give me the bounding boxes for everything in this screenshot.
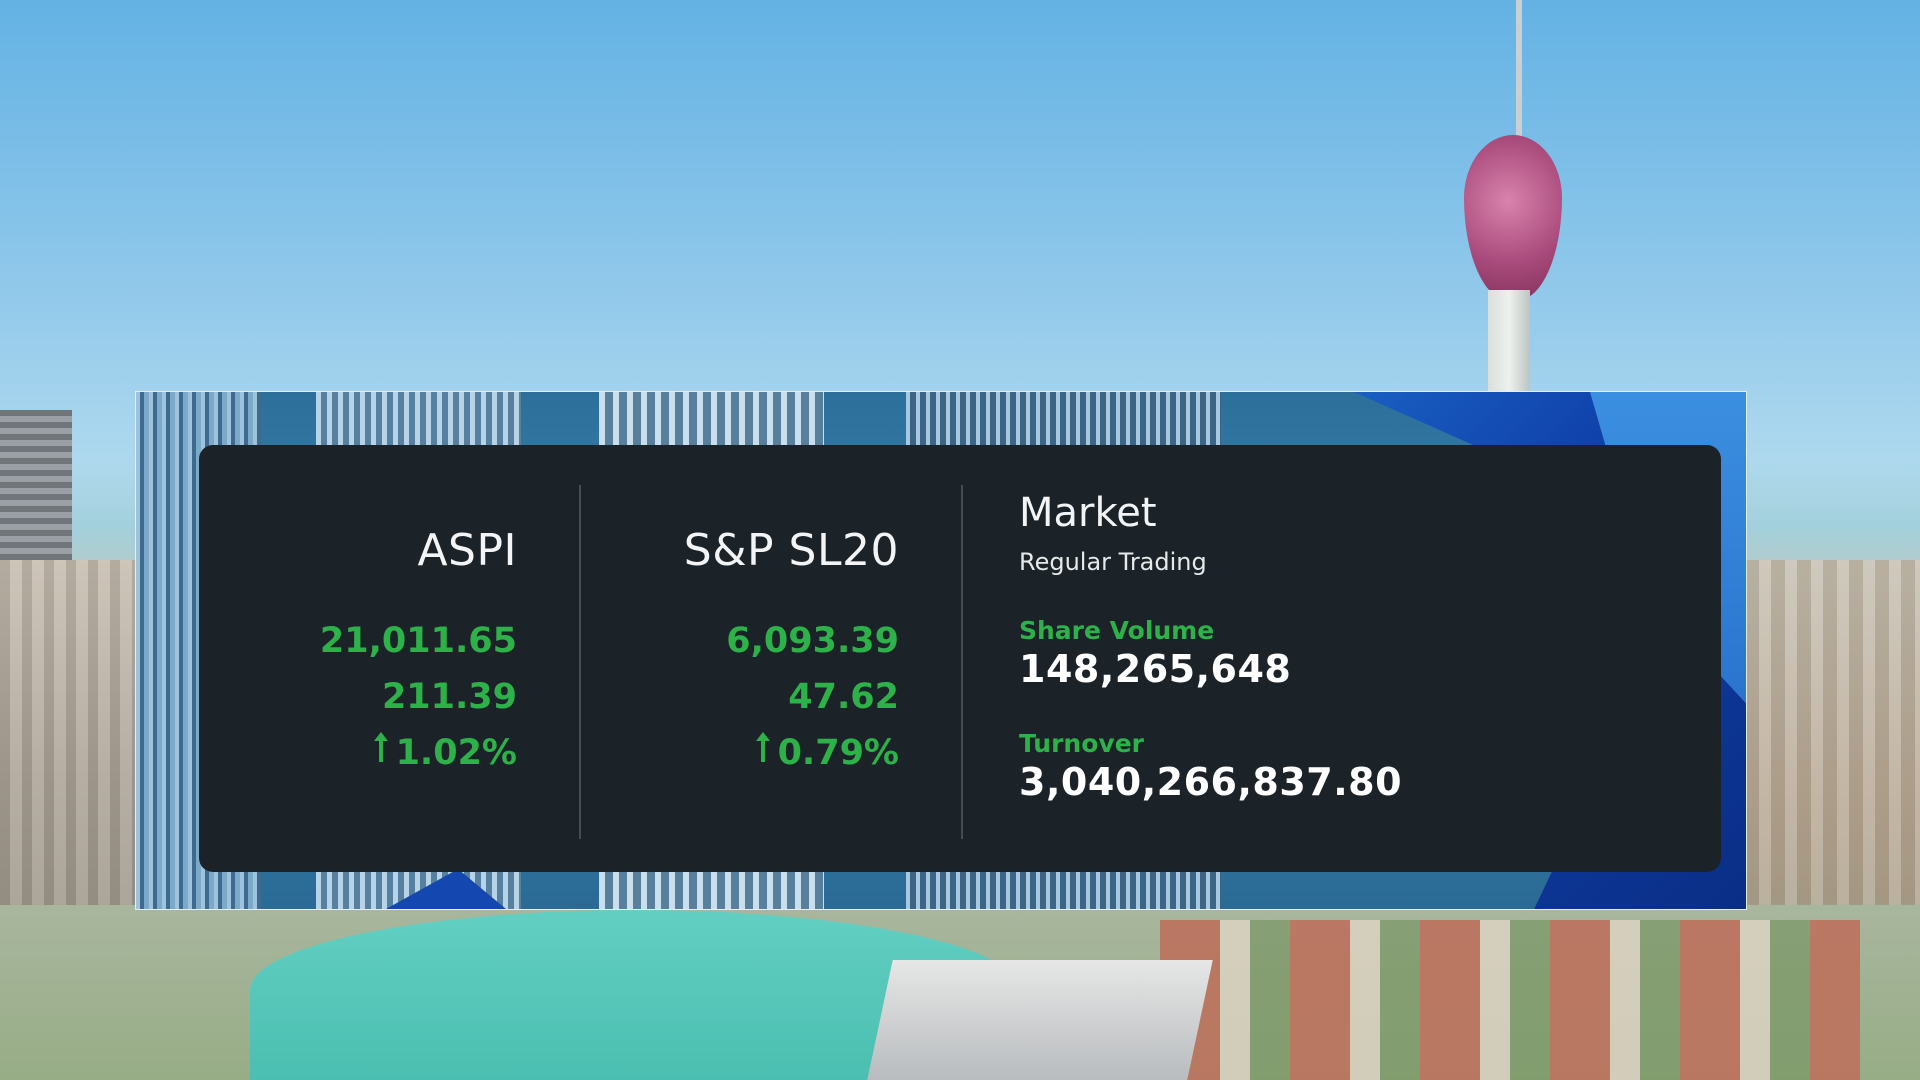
share-volume-value: 148,265,648 <box>1019 647 1292 691</box>
market-summary-panel: ASPI 21,011.65 211.39 1.02% S&P SL20 6,0… <box>199 445 1721 872</box>
index-aspi[interactable]: ASPI 21,011.65 211.39 1.02% <box>227 525 517 781</box>
rooftops <box>1160 920 1860 1080</box>
index-name: ASPI <box>417 525 517 576</box>
lotus-tower-shaft <box>1488 290 1530 410</box>
divider <box>961 485 963 839</box>
white-building <box>867 960 1213 1080</box>
market-status: Regular Trading <box>1019 548 1207 576</box>
lotus-tower-mast <box>1516 0 1522 150</box>
index-change: 211.39 <box>381 677 517 717</box>
index-change-percent: 1.02% <box>227 725 517 781</box>
turnover-value: 3,040,266,837.80 <box>1019 760 1403 804</box>
market-banner: ASPI 21,011.65 211.39 1.02% S&P SL20 6,0… <box>135 391 1747 910</box>
turnover-label: Turnover <box>1019 729 1144 758</box>
index-value: 21,011.65 <box>319 621 517 661</box>
arrow-up-icon <box>373 732 388 762</box>
index-change-percent-value: 1.02% <box>395 733 517 773</box>
index-change: 47.62 <box>788 677 899 717</box>
index-sp-sl20[interactable]: S&P SL20 6,093.39 47.62 0.79% <box>609 525 899 781</box>
divider <box>579 485 581 839</box>
lotus-tower-head <box>1464 135 1562 300</box>
share-volume-label: Share Volume <box>1019 616 1215 645</box>
left-building <box>0 410 72 580</box>
market-summary: Market Regular Trading Share Volume 148,… <box>1019 490 1402 804</box>
arrow-up-icon <box>755 732 770 762</box>
market-title: Market <box>1019 490 1157 536</box>
index-change-percent: 0.79% <box>609 725 899 781</box>
index-name: S&P SL20 <box>683 525 899 576</box>
index-change-percent-value: 0.79% <box>777 733 899 773</box>
index-value: 6,093.39 <box>726 621 899 661</box>
